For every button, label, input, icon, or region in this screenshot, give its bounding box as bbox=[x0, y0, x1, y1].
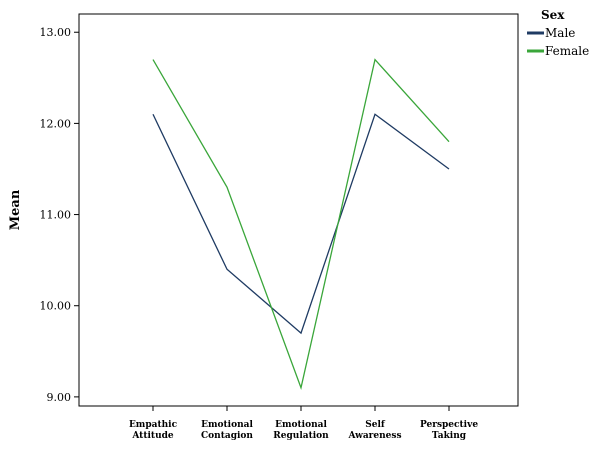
y-tick-label: 10.00 bbox=[40, 300, 72, 313]
series-group bbox=[152, 58, 450, 391]
x-tick-label-line: Regulation bbox=[273, 431, 329, 441]
x-tick-label-line: Attitude bbox=[131, 431, 174, 441]
x-tick-label-line: Awareness bbox=[347, 431, 401, 441]
y-tick-label: 13.00 bbox=[40, 26, 72, 39]
x-tick-label: Perspective Taking bbox=[420, 420, 478, 441]
y-tick-label: 11.00 bbox=[40, 209, 72, 222]
y-axis: 9.00 10.00 11.00 12.00 13.00 bbox=[40, 26, 79, 404]
plot-frame bbox=[78, 13, 519, 407]
x-tick-label: Self Awareness bbox=[347, 420, 401, 441]
series-line-male bbox=[152, 113, 450, 335]
x-tick-label-line: Emotional bbox=[201, 420, 253, 430]
x-tick-label-line: Empathic bbox=[129, 420, 178, 430]
x-tick-label: Emotional Regulation bbox=[273, 420, 329, 441]
x-tick-label-line: Contagion bbox=[201, 431, 253, 441]
legend-label-female: Female bbox=[545, 44, 589, 58]
legend-label-male: Male bbox=[545, 26, 575, 40]
x-tick-label: Emotional Contagion bbox=[201, 420, 253, 441]
x-tick-label-line: Taking bbox=[432, 431, 467, 441]
legend-title: Sex bbox=[541, 8, 565, 22]
x-tick-label: Empathic Attitude bbox=[129, 420, 178, 441]
legend: Sex Male Female bbox=[527, 8, 589, 58]
x-tick-label-line: Emotional bbox=[275, 420, 327, 430]
y-tick-label: 9.00 bbox=[47, 391, 72, 404]
y-tick-label: 12.00 bbox=[40, 117, 72, 130]
series-line-female bbox=[152, 58, 450, 391]
x-tick-label-line: Self bbox=[365, 420, 386, 430]
y-axis-title: Mean bbox=[8, 189, 23, 230]
x-tick-label-line: Perspective bbox=[420, 420, 478, 430]
